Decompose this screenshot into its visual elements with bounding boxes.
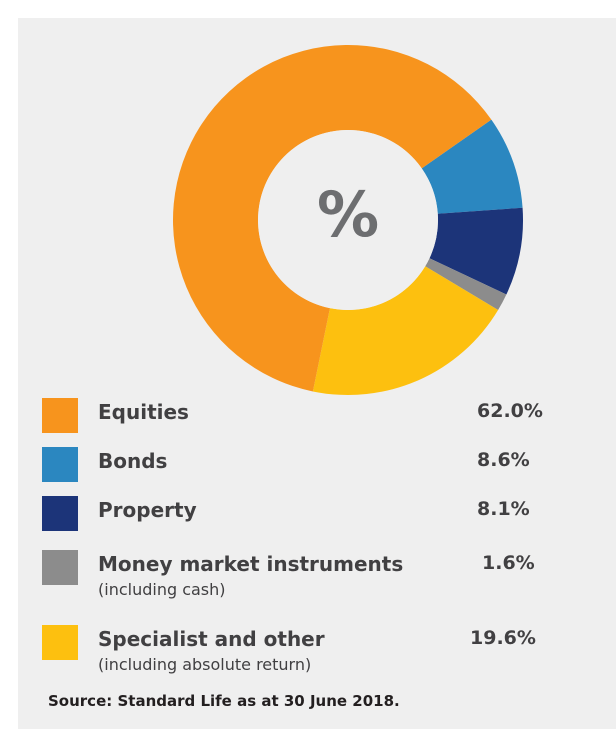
legend-item-bonds: Bonds 8.6%: [42, 447, 562, 507]
legend-value-specialist: 19.6%: [470, 627, 536, 649]
source-note: Source: Standard Life as at 30 June 2018…: [48, 692, 400, 710]
legend-item-property: Property 8.1%: [42, 496, 562, 556]
legend-item-specialist: Specialist and other (including absolute…: [42, 625, 562, 685]
legend-swatch-money-market: [42, 550, 78, 585]
legend-value-property: 8.1%: [477, 498, 530, 520]
legend-sublabel-money-market: (including cash): [98, 580, 226, 599]
slice-property: [429, 207, 523, 295]
legend-swatch-property: [42, 496, 78, 531]
legend-item-money-market: Money market instruments (including cash…: [42, 550, 562, 610]
legend-label-money-market: Money market instruments: [98, 552, 404, 576]
legend-swatch-equities: [42, 398, 78, 433]
legend-swatch-bonds: [42, 447, 78, 482]
legend-value-equities: 62.0%: [477, 400, 543, 422]
legend-value-bonds: 8.6%: [477, 449, 530, 471]
slice-specialist: [312, 266, 499, 395]
legend-item-equities: Equities 62.0%: [42, 398, 562, 458]
donut-chart: %: [172, 44, 523, 395]
legend-label-property: Property: [98, 498, 197, 522]
legend-label-bonds: Bonds: [98, 449, 168, 473]
donut-hole: [258, 130, 438, 310]
slice-bonds: [421, 119, 523, 214]
legend-sublabel-specialist: (including absolute return): [98, 655, 312, 674]
legend-label-specialist: Specialist and other: [98, 627, 325, 651]
slice-money-market: [425, 258, 507, 310]
slice-equities: [172, 44, 492, 392]
center-percent-symbol: %: [317, 178, 379, 251]
legend-label-equities: Equities: [98, 400, 189, 424]
legend-value-money-market: 1.6%: [482, 552, 535, 574]
legend-swatch-specialist: [42, 625, 78, 660]
